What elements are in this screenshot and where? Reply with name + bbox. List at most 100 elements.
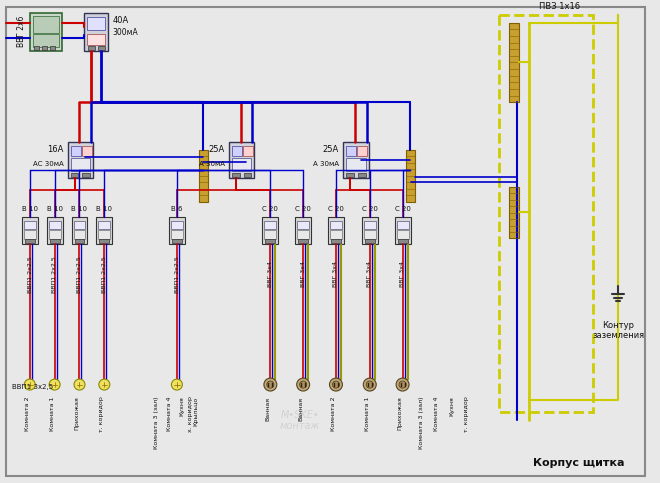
Bar [346, 158, 366, 170]
Circle shape [366, 381, 374, 388]
Bar [73, 221, 85, 229]
Text: х. коридор
Крыльцо: х. коридор Крыльцо [188, 397, 199, 432]
Bar [71, 158, 90, 170]
Circle shape [363, 378, 376, 391]
Circle shape [172, 379, 182, 390]
Text: M•SKE•
монтаж: M•SKE• монтаж [280, 410, 320, 431]
Text: 40А: 40А [112, 16, 129, 25]
Text: ВВГ 2х6: ВВГ 2х6 [17, 16, 26, 47]
Bar [98, 221, 110, 229]
Bar [71, 216, 87, 244]
Text: Комната 4: Комната 4 [167, 397, 172, 431]
Bar [98, 45, 106, 50]
Text: Комната 1: Комната 1 [365, 397, 370, 431]
Bar [82, 146, 92, 156]
Bar [172, 240, 182, 243]
Bar [330, 230, 342, 239]
Circle shape [297, 378, 310, 391]
Circle shape [267, 381, 274, 388]
Circle shape [396, 378, 409, 391]
Bar [499, 15, 593, 412]
Text: т. коридор: т. коридор [100, 397, 104, 432]
Bar [232, 158, 251, 170]
Text: ВВП1 3х2,5: ВВП1 3х2,5 [12, 384, 53, 390]
Bar [169, 216, 185, 244]
Bar [364, 221, 376, 229]
Bar [33, 33, 59, 47]
Text: 300мА: 300мА [112, 28, 138, 37]
Bar [49, 221, 61, 229]
Bar [24, 221, 36, 229]
Bar [232, 146, 242, 156]
Bar [331, 240, 341, 243]
Text: 25А: 25А [209, 145, 224, 155]
Text: Ванная: Ванная [298, 397, 303, 421]
Bar [265, 240, 275, 243]
Text: Комната 2: Комната 2 [331, 397, 336, 431]
Bar [364, 230, 376, 239]
Bar [328, 216, 344, 244]
Bar [405, 150, 414, 202]
Bar [96, 216, 112, 244]
Bar [397, 221, 409, 229]
Bar [199, 150, 208, 202]
Text: 16А: 16А [48, 145, 63, 155]
Text: Комната 1: Комната 1 [50, 397, 55, 431]
Text: ВВГ 3х4: ВВГ 3х4 [400, 261, 405, 287]
Circle shape [264, 378, 277, 391]
Circle shape [333, 381, 339, 388]
Text: С 20: С 20 [295, 206, 311, 212]
Text: ВВГ 3х4: ВВГ 3х4 [367, 261, 372, 287]
Text: В 10: В 10 [71, 206, 88, 212]
Circle shape [329, 378, 343, 391]
Text: Прихожая: Прихожая [75, 397, 79, 430]
Bar [232, 173, 240, 177]
Text: Контур
заземления: Контур заземления [592, 321, 644, 341]
Text: Ванная: Ванная [265, 397, 271, 421]
Bar [362, 216, 378, 244]
Text: А 30мА: А 30мА [199, 161, 224, 167]
Circle shape [399, 381, 406, 388]
Bar [297, 221, 309, 229]
Text: Прихожая: Прихожая [397, 397, 403, 430]
Bar [330, 221, 342, 229]
Text: 25А: 25А [323, 145, 339, 155]
Bar [346, 173, 354, 177]
Bar [397, 230, 409, 239]
Text: Комната 3 (зал): Комната 3 (зал) [154, 397, 159, 449]
Bar [71, 173, 79, 177]
Text: т. коридор: т. коридор [464, 397, 469, 432]
Bar [71, 146, 81, 156]
Bar [42, 45, 47, 50]
Bar [82, 173, 90, 177]
Bar [358, 173, 366, 177]
Bar [365, 240, 375, 243]
Bar [265, 221, 277, 229]
Text: ВВГ 3х4: ВВГ 3х4 [268, 261, 273, 287]
Text: ПВЗ 1х16: ПВЗ 1х16 [539, 2, 580, 11]
Text: ВВГ 3х4: ВВГ 3х4 [333, 261, 339, 287]
Text: ВВП1 2х2,5: ВВП1 2х2,5 [77, 256, 82, 293]
Text: ВВП1 2х2,5: ВВП1 2х2,5 [27, 256, 32, 293]
Bar [67, 142, 94, 178]
Bar [24, 230, 36, 239]
Bar [84, 13, 108, 51]
Text: В 10: В 10 [47, 206, 63, 212]
Text: С 20: С 20 [328, 206, 344, 212]
Circle shape [49, 379, 60, 390]
Bar [87, 33, 106, 45]
Text: Комната 3 (зал): Комната 3 (зал) [420, 397, 424, 449]
Text: Кухня: Кухня [180, 397, 185, 416]
Text: В 10: В 10 [22, 206, 38, 212]
Text: В 6: В 6 [171, 206, 183, 212]
Bar [343, 142, 369, 178]
Bar [49, 230, 61, 239]
Bar [228, 142, 255, 178]
Bar [50, 240, 59, 243]
Text: С 20: С 20 [263, 206, 279, 212]
Bar [295, 216, 311, 244]
Bar [98, 230, 110, 239]
Bar [22, 216, 38, 244]
Text: Комната 4: Комната 4 [434, 397, 440, 431]
Text: Комната 2: Комната 2 [25, 397, 30, 431]
